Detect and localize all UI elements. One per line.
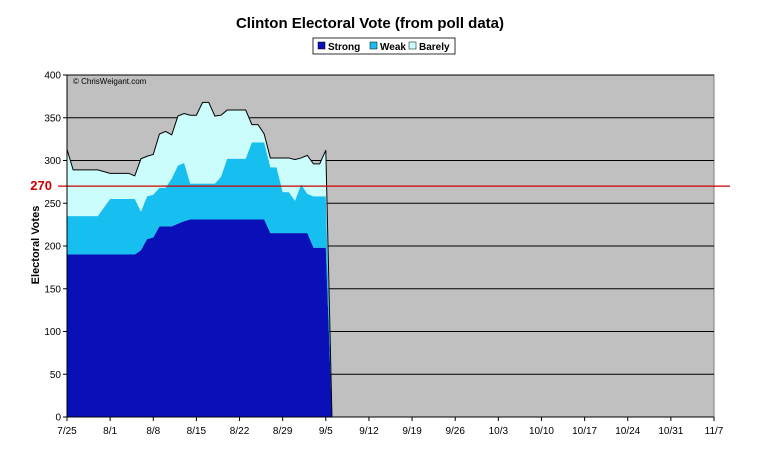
x-tick-label: 9/26 — [445, 426, 465, 437]
legend-label-weak: Weak — [380, 42, 406, 53]
y-axis-title: Electoral Votes — [30, 206, 42, 285]
x-tick-label: 10/10 — [529, 426, 554, 437]
y-tick-label: 250 — [44, 199, 61, 210]
y-tick-label: 0 — [55, 413, 61, 424]
legend-swatch-weak — [369, 41, 378, 50]
data-areas — [66, 101, 333, 418]
x-tick-label: 8/8 — [146, 426, 160, 437]
x-tick-label: 10/3 — [489, 426, 509, 437]
chart-title: Clinton Electoral Vote (from poll data) — [236, 15, 504, 32]
y-tick-label: 100 — [44, 327, 61, 338]
legend-box — [312, 37, 456, 55]
x-tick-label: 9/19 — [402, 426, 422, 437]
x-tick-label: 10/31 — [658, 426, 683, 437]
x-tick-label: 10/17 — [572, 426, 597, 437]
x-tick-label: 10/24 — [615, 426, 640, 437]
y-axis: 0 50 100 150 200 250 300 350 400 — [44, 71, 68, 424]
x-tick-label: 9/12 — [359, 426, 379, 437]
y-tick-label: 150 — [44, 284, 61, 295]
x-tick-label: 7/25 — [57, 426, 77, 437]
area-weak — [67, 142, 332, 418]
chart-legend: Strong Weak Barely — [312, 37, 456, 55]
x-tick-label: 9/5 — [319, 426, 333, 437]
legend-label-barely: Barely — [419, 42, 450, 53]
x-tick-label: 8/29 — [273, 426, 293, 437]
y-tick-label: 350 — [44, 113, 61, 124]
legend-swatch-barely — [408, 41, 417, 50]
legend-swatch-strong — [317, 41, 326, 50]
area-barely — [67, 102, 332, 418]
y-tick-label: 300 — [44, 156, 61, 167]
x-axis: 7/25 8/1 8/8 8/15 8/22 8/29 9/5 9/12 9/19 9/26 10/… — [57, 416, 724, 437]
legend-label-strong: Strong — [328, 42, 360, 53]
reference-line-label: 270 — [30, 178, 52, 193]
reference-line-270: 270 — [30, 178, 730, 193]
x-tick-label: 8/22 — [230, 426, 250, 437]
area-strong — [67, 219, 332, 417]
x-tick-label: 8/15 — [187, 426, 207, 437]
total-outline — [66, 101, 333, 418]
x-tick-label: 11/7 — [705, 426, 724, 437]
copyright-annotation: © ChrisWeigant.com — [73, 77, 147, 86]
y-tick-label: 400 — [44, 71, 61, 82]
y-tick-label: 200 — [44, 242, 61, 253]
y-tick-label: 50 — [50, 370, 62, 381]
x-tick-label: 8/1 — [103, 426, 117, 437]
